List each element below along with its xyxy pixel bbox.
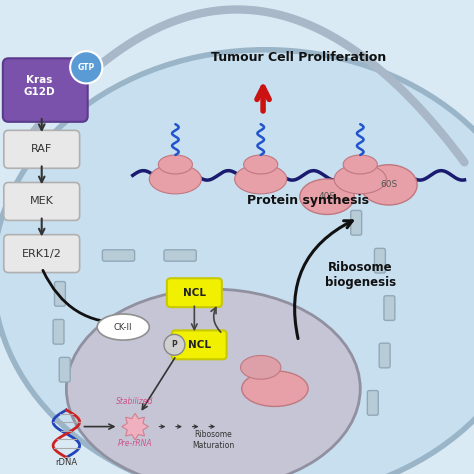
- FancyBboxPatch shape: [172, 330, 227, 359]
- FancyBboxPatch shape: [3, 58, 88, 122]
- Text: Pre-rRNA: Pre-rRNA: [118, 439, 153, 447]
- Text: Tumour Cell Proliferation: Tumour Cell Proliferation: [211, 51, 386, 64]
- Text: ERK1/2: ERK1/2: [22, 248, 62, 259]
- FancyBboxPatch shape: [4, 130, 80, 168]
- FancyBboxPatch shape: [102, 250, 135, 261]
- Ellipse shape: [66, 289, 360, 474]
- FancyBboxPatch shape: [4, 182, 80, 220]
- Ellipse shape: [300, 179, 355, 214]
- Ellipse shape: [360, 164, 417, 205]
- Text: Ribosome
biogenesis: Ribosome biogenesis: [325, 261, 396, 289]
- Ellipse shape: [149, 164, 201, 194]
- FancyBboxPatch shape: [351, 210, 362, 235]
- FancyBboxPatch shape: [379, 343, 390, 368]
- Text: NCL: NCL: [183, 288, 206, 298]
- Text: P: P: [172, 340, 177, 349]
- Text: Kras
G12D: Kras G12D: [24, 75, 55, 97]
- Text: RAF: RAF: [31, 144, 52, 155]
- FancyBboxPatch shape: [167, 278, 222, 307]
- Circle shape: [164, 335, 185, 356]
- FancyBboxPatch shape: [384, 296, 395, 320]
- Ellipse shape: [97, 314, 149, 340]
- Ellipse shape: [235, 164, 287, 194]
- Text: GTP: GTP: [78, 63, 95, 72]
- FancyBboxPatch shape: [55, 282, 65, 306]
- Polygon shape: [122, 413, 148, 440]
- Ellipse shape: [241, 356, 281, 379]
- Ellipse shape: [244, 155, 278, 174]
- FancyBboxPatch shape: [53, 319, 64, 344]
- Ellipse shape: [242, 371, 308, 407]
- Text: Ribosome
Maturation: Ribosome Maturation: [192, 430, 235, 450]
- Text: MEK: MEK: [30, 196, 54, 207]
- Text: Protein synthesis: Protein synthesis: [247, 193, 369, 207]
- Ellipse shape: [334, 164, 386, 194]
- Ellipse shape: [158, 155, 192, 174]
- FancyBboxPatch shape: [367, 391, 378, 415]
- Text: 60S: 60S: [380, 181, 397, 189]
- Ellipse shape: [343, 155, 377, 174]
- Circle shape: [70, 51, 102, 83]
- FancyBboxPatch shape: [4, 235, 80, 273]
- Text: rDNA: rDNA: [55, 458, 77, 466]
- FancyBboxPatch shape: [59, 357, 70, 382]
- Text: CK-II: CK-II: [114, 323, 133, 331]
- Ellipse shape: [0, 50, 474, 474]
- Text: 40S: 40S: [319, 192, 336, 201]
- Text: NCL: NCL: [188, 340, 210, 350]
- FancyBboxPatch shape: [374, 248, 385, 273]
- Text: Stabilized: Stabilized: [117, 398, 154, 406]
- FancyBboxPatch shape: [164, 250, 196, 261]
